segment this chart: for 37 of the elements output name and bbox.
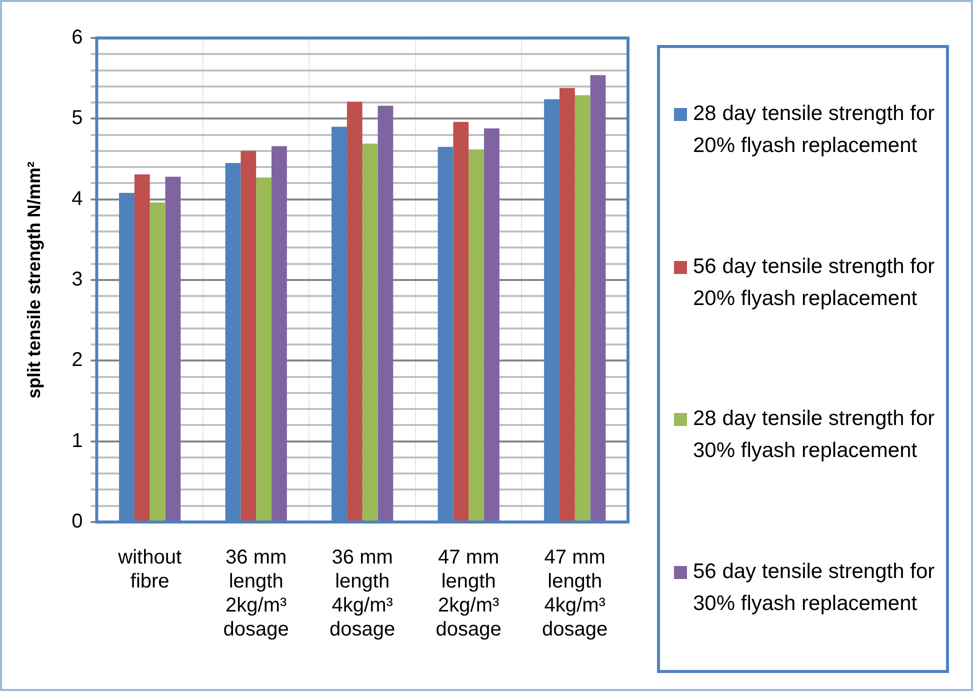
x-tick-label: 36 mm length 2kg/m³ dosage bbox=[223, 546, 289, 641]
bar bbox=[590, 75, 606, 521]
bar bbox=[484, 128, 500, 521]
bar bbox=[119, 192, 134, 521]
bar bbox=[150, 202, 166, 521]
y-axis-title: split tensile strength N/mm² bbox=[24, 161, 44, 399]
y-tick-label: 5 bbox=[72, 107, 83, 130]
legend-label: 56 day tensile strength for 30% flyash replacement bbox=[693, 558, 936, 617]
x-tick-label: 47 mm length 2kg/m³ dosage bbox=[436, 546, 502, 641]
x-tick-label: 36 mm length 4kg/m³ dosage bbox=[330, 546, 396, 641]
bar bbox=[225, 163, 241, 521]
bar bbox=[165, 176, 181, 521]
bar bbox=[574, 95, 590, 521]
bar bbox=[544, 99, 560, 521]
legend-label: 28 day tensile strength for 30% flyash replacement bbox=[693, 406, 936, 464]
y-tick-label: 0 bbox=[72, 510, 83, 533]
bar bbox=[468, 149, 484, 521]
bar bbox=[256, 178, 272, 521]
x-tick-label: 47 mm length 4kg/m³ dosage bbox=[542, 546, 608, 641]
y-tick-label: 4 bbox=[72, 188, 83, 210]
bar bbox=[438, 146, 454, 521]
y-tick-label: 6 bbox=[72, 26, 83, 49]
x-tick-label: without fibre bbox=[117, 546, 182, 593]
bar bbox=[240, 150, 256, 521]
bar bbox=[378, 106, 394, 521]
bar bbox=[332, 126, 347, 521]
bar bbox=[453, 122, 469, 521]
bar bbox=[346, 102, 362, 521]
bar bbox=[362, 144, 378, 521]
y-tick-label: 3 bbox=[72, 268, 83, 291]
y-tick-label: 1 bbox=[72, 430, 83, 452]
bar bbox=[272, 146, 287, 521]
bar bbox=[559, 88, 575, 521]
y-tick-label: 2 bbox=[72, 349, 83, 372]
legend-label: 56 day tensile strength for 20% flyash replacement bbox=[693, 254, 936, 312]
legend-label: 28 day tensile strength for 20% flyash replacement bbox=[693, 101, 936, 160]
bar bbox=[134, 174, 150, 521]
